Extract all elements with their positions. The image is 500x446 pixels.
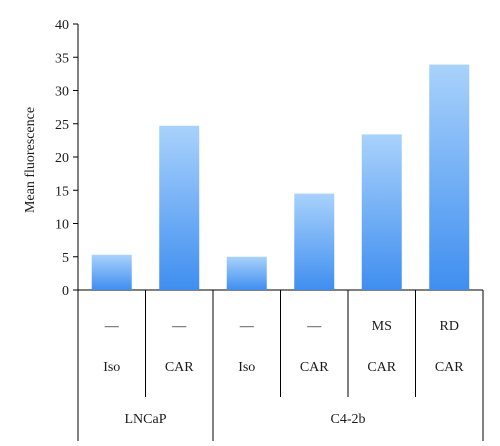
- category-row1-label: MS: [372, 319, 392, 334]
- y-axis-title: Mean fluorescence: [23, 107, 38, 213]
- category-labels: — Iso — CAR — Iso — CAR MS CAR RD CAR: [77, 290, 484, 441]
- y-tick-label: 20: [55, 151, 69, 166]
- category-row2-label: Iso: [103, 360, 120, 375]
- group-label: C4-2b: [331, 412, 366, 427]
- category-row2-label: CAR: [300, 360, 329, 375]
- category-row1-label: RD: [440, 319, 459, 334]
- y-tick-label: 5: [62, 251, 69, 266]
- category-row1-label: —: [306, 319, 322, 334]
- bars: [91, 64, 470, 291]
- y-tick-label: 35: [55, 51, 69, 66]
- category-row2-label: CAR: [367, 360, 396, 375]
- bar: [226, 256, 267, 290]
- category-row2-label: CAR: [165, 360, 194, 375]
- axes: [77, 24, 483, 291]
- y-tick-label: 15: [55, 184, 69, 199]
- bar: [429, 64, 470, 290]
- category-row1-label: —: [104, 319, 120, 334]
- group-label: LNCaP: [125, 412, 167, 427]
- bar: [294, 193, 335, 290]
- category-row1-label: —: [171, 319, 187, 334]
- y-axis-ticks: 0 5 10 15 20 25 30 35 40: [55, 18, 78, 299]
- category-row2-label: CAR: [435, 360, 464, 375]
- bar: [361, 134, 402, 290]
- y-tick-label: 25: [55, 118, 69, 133]
- group-labels: LNCaP C4-2b: [125, 397, 366, 441]
- y-tick-label: 30: [55, 85, 69, 100]
- y-tick-label: 0: [62, 284, 69, 299]
- y-tick-label: 10: [55, 218, 69, 233]
- bar: [159, 125, 200, 291]
- category-row2-label: Iso: [238, 360, 255, 375]
- category-row1-label: —: [239, 319, 255, 334]
- bar: [91, 254, 132, 290]
- y-tick-label: 40: [55, 18, 69, 33]
